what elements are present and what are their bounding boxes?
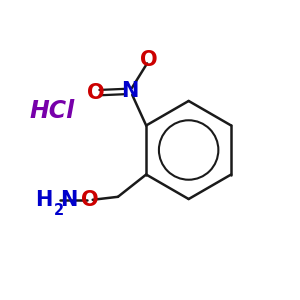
- Text: O: O: [81, 190, 98, 210]
- Text: O: O: [140, 50, 158, 70]
- Text: HCl: HCl: [29, 99, 74, 123]
- Text: N: N: [60, 190, 77, 210]
- Text: O: O: [87, 83, 104, 103]
- Text: H: H: [35, 190, 52, 210]
- Text: N: N: [121, 81, 139, 101]
- Text: 2: 2: [54, 203, 64, 218]
